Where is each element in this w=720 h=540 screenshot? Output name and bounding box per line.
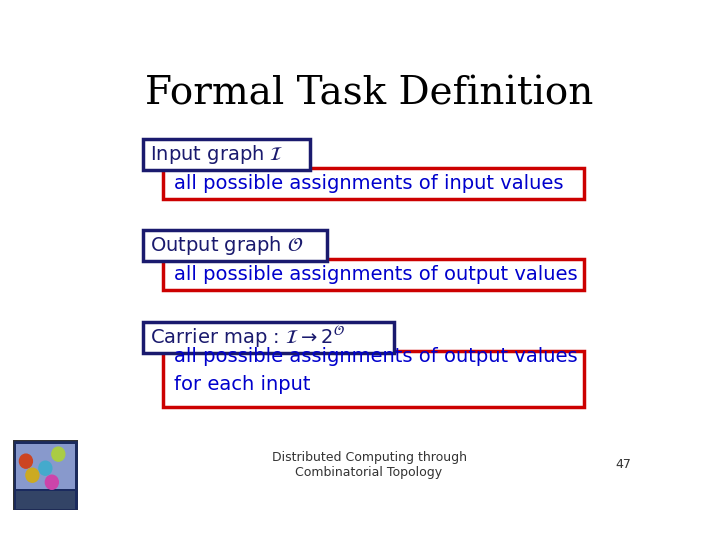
FancyBboxPatch shape <box>13 440 78 510</box>
FancyBboxPatch shape <box>163 350 584 407</box>
Text: 47: 47 <box>616 458 631 471</box>
Text: all possible assignments of output values: all possible assignments of output value… <box>174 265 577 284</box>
Circle shape <box>52 447 65 461</box>
FancyBboxPatch shape <box>143 230 327 261</box>
Text: Formal Task Definition: Formal Task Definition <box>145 76 593 112</box>
FancyBboxPatch shape <box>16 444 75 489</box>
Circle shape <box>45 475 58 489</box>
Circle shape <box>39 461 52 475</box>
Circle shape <box>26 468 39 482</box>
Text: Distributed Computing through
Combinatorial Topology: Distributed Computing through Combinator… <box>271 451 467 479</box>
Text: all possible assignments of output values
for each input: all possible assignments of output value… <box>174 347 577 394</box>
Text: Output graph $\mathcal{O}$: Output graph $\mathcal{O}$ <box>150 234 303 257</box>
FancyBboxPatch shape <box>143 139 310 170</box>
Circle shape <box>19 454 32 468</box>
FancyBboxPatch shape <box>163 168 584 199</box>
FancyBboxPatch shape <box>16 491 75 509</box>
Text: Carrier map : $\mathcal{I} \rightarrow 2^{\mathcal{O}}$: Carrier map : $\mathcal{I} \rightarrow 2… <box>150 325 345 350</box>
Text: all possible assignments of input values: all possible assignments of input values <box>174 174 563 193</box>
Text: Input graph $\mathcal{I}$: Input graph $\mathcal{I}$ <box>150 143 283 166</box>
FancyBboxPatch shape <box>143 321 394 353</box>
FancyBboxPatch shape <box>163 259 584 291</box>
